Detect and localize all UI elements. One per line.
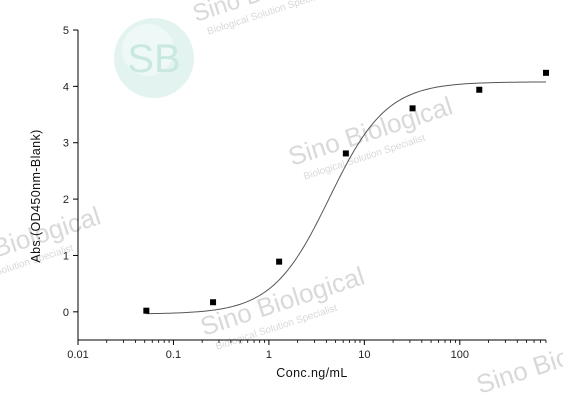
x-ticks: 0.01 0.1 1 10 100: [67, 340, 547, 361]
x-tick-label: 100: [451, 349, 469, 361]
brand-watermark-1: Sino Biological Biological Solution Spec…: [190, 0, 348, 38]
sb-logo-text: SB: [127, 37, 180, 81]
y-tick-label: 2: [63, 194, 69, 206]
brand-watermark-5: Sino Biological: [473, 318, 563, 395]
y-tick-label: 4: [63, 81, 69, 93]
data-point: [409, 105, 416, 112]
brand-watermark-2: Sino Biological Biological Solution Spec…: [285, 90, 456, 182]
x-axis-title: Conc.ng/mL: [276, 366, 347, 380]
brand-watermark-text: Sino Biological: [473, 318, 563, 395]
y-tick-label: 3: [63, 138, 69, 150]
fit-curve: [146, 81, 547, 315]
brand-watermark-4: Sino Biological Biological Solution Spec…: [0, 200, 104, 292]
x-tick-label: 0.1: [166, 349, 181, 361]
data-point: [276, 258, 283, 265]
y-tick-label: 5: [63, 25, 69, 37]
data-point: [342, 150, 349, 157]
data-point: [210, 299, 217, 306]
x-tick-label: 10: [358, 349, 370, 361]
axes: [77, 30, 546, 341]
data-point: [143, 307, 150, 314]
y-axis-title: Abs.(OD450nm-Blank): [29, 129, 43, 262]
y-tick-label: 1: [63, 250, 69, 262]
sb-logo-watermark: SB: [114, 18, 194, 98]
y-tick-label: 0: [63, 307, 69, 319]
x-tick-label: 1: [266, 349, 272, 361]
sb-logo-highlight: [122, 24, 174, 76]
data-point: [476, 86, 483, 93]
data-points: [143, 69, 549, 314]
data-point: [543, 69, 549, 76]
x-tick-label: 0.01: [67, 349, 88, 361]
y-ticks: 0 1 2 3 4 5: [63, 25, 78, 319]
